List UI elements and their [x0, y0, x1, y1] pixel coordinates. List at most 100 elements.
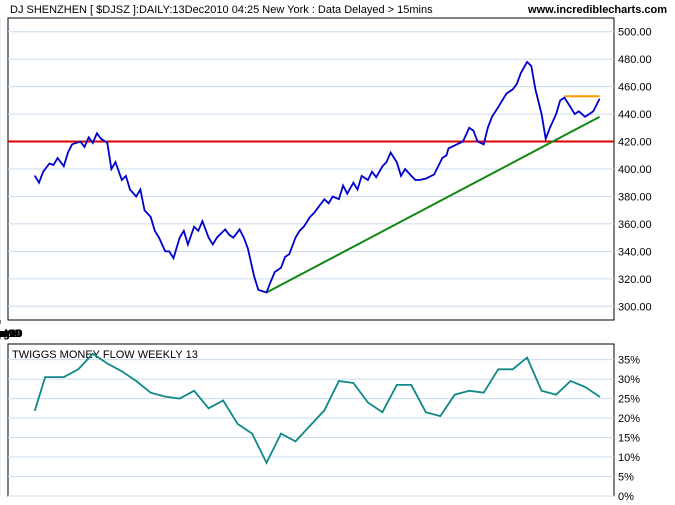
price-point [375, 176, 377, 178]
price-point [418, 179, 421, 181]
price-point [247, 248, 249, 250]
price-point [323, 198, 326, 200]
price-point [559, 99, 561, 101]
money-flow-point [598, 395, 601, 398]
price-point [100, 138, 102, 140]
price-point [270, 280, 272, 283]
money-flow-point [323, 409, 326, 412]
price-y-tick-label: 300.00 [618, 301, 652, 313]
x-tick-label: 27Sep10 [0, 328, 22, 340]
price-y-tick-label: 360.00 [618, 219, 652, 231]
price-y-axis: 300.00 320.00 340.00 360.00 380.00 400.00 420.… [618, 27, 652, 314]
money-flow-point [77, 368, 80, 371]
price-point [332, 195, 334, 198]
money-flow-point [584, 386, 586, 388]
x-tick-label: 05Jul10 [0, 328, 19, 340]
price-point [179, 237, 181, 239]
price-point [338, 198, 340, 200]
price-point [106, 142, 108, 144]
price-point [129, 188, 131, 191]
price-y-tick-label: 380.00 [618, 191, 652, 203]
price-y-tick-label: 500.00 [618, 27, 652, 39]
price-point [526, 61, 528, 63]
money-flow-point [497, 368, 499, 371]
price-point [462, 140, 464, 143]
indicator-title: TWIGGS MONEY FLOW WEEKLY 13 [12, 349, 198, 361]
price-point [381, 165, 383, 167]
price-point [303, 226, 305, 228]
price-point [487, 127, 489, 129]
price-point [516, 83, 518, 85]
price-y-tick-label: 400.00 [618, 164, 652, 176]
money-flow-points [34, 352, 601, 464]
price-point [549, 127, 551, 129]
price-point [193, 226, 195, 228]
price-point [42, 171, 44, 173]
price-point [92, 142, 94, 144]
price-point [404, 168, 406, 170]
price-point [243, 237, 245, 239]
price-points [34, 61, 601, 294]
price-point [212, 243, 214, 246]
money-flow-point [280, 432, 282, 435]
price-point [520, 72, 522, 74]
x-tick-label: 07Jun10 [0, 328, 21, 340]
money-flow-point [396, 384, 398, 386]
money-flow-point [338, 380, 340, 382]
indicator-y-tick-label: 10% [618, 452, 640, 464]
price-point [257, 289, 259, 291]
price-point [390, 151, 392, 154]
price-point [414, 179, 417, 181]
money-flow-point [424, 411, 427, 414]
price-point [253, 275, 255, 277]
price-point [309, 216, 311, 218]
price-y-tick-label: 480.00 [618, 54, 652, 66]
price-point [534, 88, 537, 90]
price-point [201, 220, 204, 222]
money-flow-point [44, 376, 47, 378]
indicator-y-tick-label: 20% [618, 413, 640, 425]
x-tick-label: 22Nov10 [0, 328, 22, 340]
price-point [110, 168, 113, 170]
price-point [512, 88, 514, 90]
price-point [216, 237, 218, 239]
site-link[interactable]: www.incrediblecharts.com [527, 4, 667, 16]
price-point [400, 175, 402, 177]
price-point [143, 209, 146, 211]
money-flow-point [178, 397, 181, 400]
price-point [327, 202, 330, 204]
price-point [265, 291, 268, 294]
price-point [342, 184, 344, 187]
money-flow-line [34, 352, 601, 465]
price-point [139, 188, 141, 191]
price-point [361, 175, 363, 177]
price-series-line [34, 60, 601, 294]
price-y-tick-label: 420.00 [618, 137, 652, 149]
indicator-y-tick-label: 30% [618, 374, 640, 386]
money-flow-point [309, 425, 311, 427]
price-point [71, 143, 73, 145]
price-point [497, 106, 499, 108]
price-point [88, 136, 90, 139]
price-point [584, 116, 586, 118]
price-point [187, 243, 189, 246]
money-flow-point [381, 411, 384, 414]
money-flow-point [120, 370, 123, 373]
price-point [476, 140, 479, 143]
price-point [232, 237, 235, 239]
money-flow-point [106, 362, 109, 365]
indicator-y-tick-label: 0% [618, 491, 634, 500]
price-point [505, 92, 508, 95]
money-flow-point [511, 368, 514, 371]
price-point [239, 228, 241, 230]
money-flow-point [135, 380, 138, 382]
price-point [501, 99, 503, 101]
price-y-tick-label: 320.00 [618, 274, 652, 286]
price-point [574, 113, 576, 115]
price-point [274, 271, 276, 273]
price-y-tick-label: 340.00 [618, 246, 652, 258]
price-point [410, 175, 412, 177]
price-point [168, 250, 170, 252]
money-flow-point [193, 389, 195, 392]
price-point [352, 182, 354, 184]
